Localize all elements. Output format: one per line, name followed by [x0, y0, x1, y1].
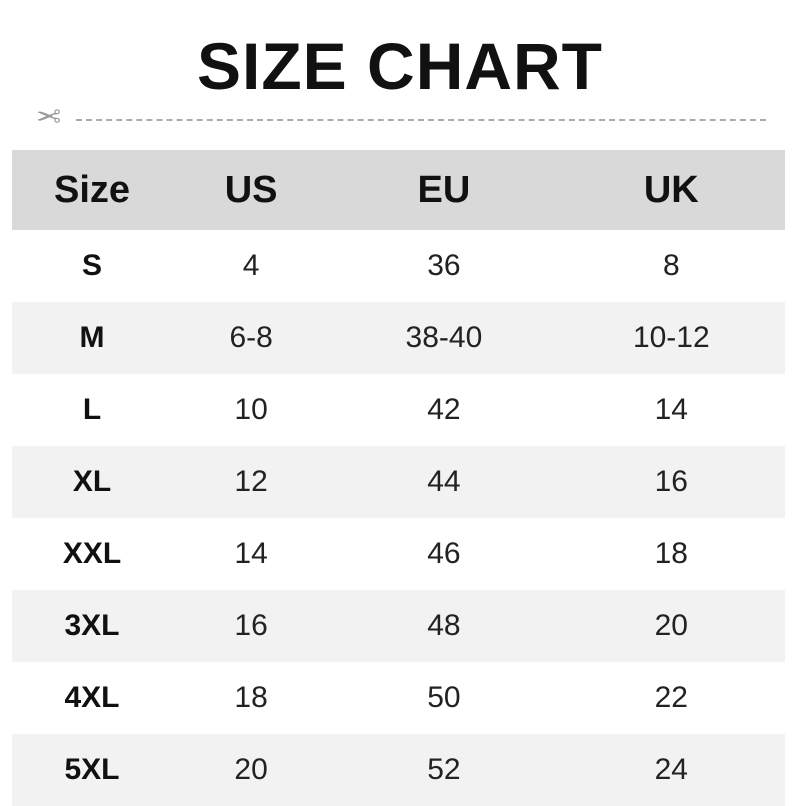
cell-size: XXL: [62, 537, 122, 570]
cell-uk: 24: [557, 734, 785, 806]
cell-us: 18: [234, 681, 268, 714]
cell-us: 16: [172, 590, 331, 662]
cell-size: 4XL: [64, 681, 120, 714]
cell-uk: 22: [654, 681, 688, 714]
cell-uk: 14: [654, 393, 688, 426]
cell-eu: 42: [427, 393, 461, 426]
table-row: L 10 42 14: [12, 374, 785, 446]
cell-us: 6-8: [172, 302, 331, 374]
cell-eu: 48: [330, 590, 558, 662]
table-row: XXL 14 46 18: [12, 518, 785, 590]
header-row: Size US EU UK: [12, 150, 785, 230]
cell-size: 3XL: [12, 590, 172, 662]
table-row: 4XL 18 50 22: [12, 662, 785, 734]
cell-us: 4: [242, 249, 260, 282]
cell-us: 20: [172, 734, 331, 806]
cell-eu: 44: [330, 446, 558, 518]
cell-size: M: [12, 302, 172, 374]
cell-size: L: [82, 393, 102, 426]
cell-eu: 50: [427, 681, 461, 714]
header-eu: EU: [330, 150, 558, 230]
cell-size: 5XL: [12, 734, 172, 806]
size-table: Size US EU UK S 4 36 8 M 6-8 38-40 10-12 L 10 42 14…: [12, 150, 785, 806]
table-row: XL 12 44 16: [12, 446, 785, 518]
dashed-divider: [76, 119, 766, 121]
cell-us: 10: [234, 393, 268, 426]
cell-uk: 18: [654, 537, 688, 570]
table-row: S 4 36 8: [12, 230, 785, 302]
scissors-icon: ✂: [36, 101, 62, 134]
cut-line: ✂: [36, 101, 766, 134]
table-row: M 6-8 38-40 10-12: [12, 302, 785, 374]
header-size: Size: [12, 150, 172, 230]
header-uk: UK: [557, 150, 785, 230]
cell-eu: 52: [330, 734, 558, 806]
cell-eu: 46: [427, 537, 461, 570]
cell-uk: 16: [557, 446, 785, 518]
cell-us: 12: [172, 446, 331, 518]
cell-eu: 36: [427, 249, 461, 282]
page-title: SIZE CHART: [197, 29, 603, 103]
cell-uk: 10-12: [557, 302, 785, 374]
cell-size: XL: [12, 446, 172, 518]
table-row: 5XL 20 52 24: [12, 734, 785, 806]
cell-eu: 38-40: [330, 302, 558, 374]
cell-uk: 8: [662, 249, 680, 282]
cell-uk: 20: [557, 590, 785, 662]
table-row: 3XL 16 48 20: [12, 590, 785, 662]
header-us: US: [172, 150, 331, 230]
cell-size: S: [81, 249, 102, 282]
cell-us: 14: [234, 537, 268, 570]
